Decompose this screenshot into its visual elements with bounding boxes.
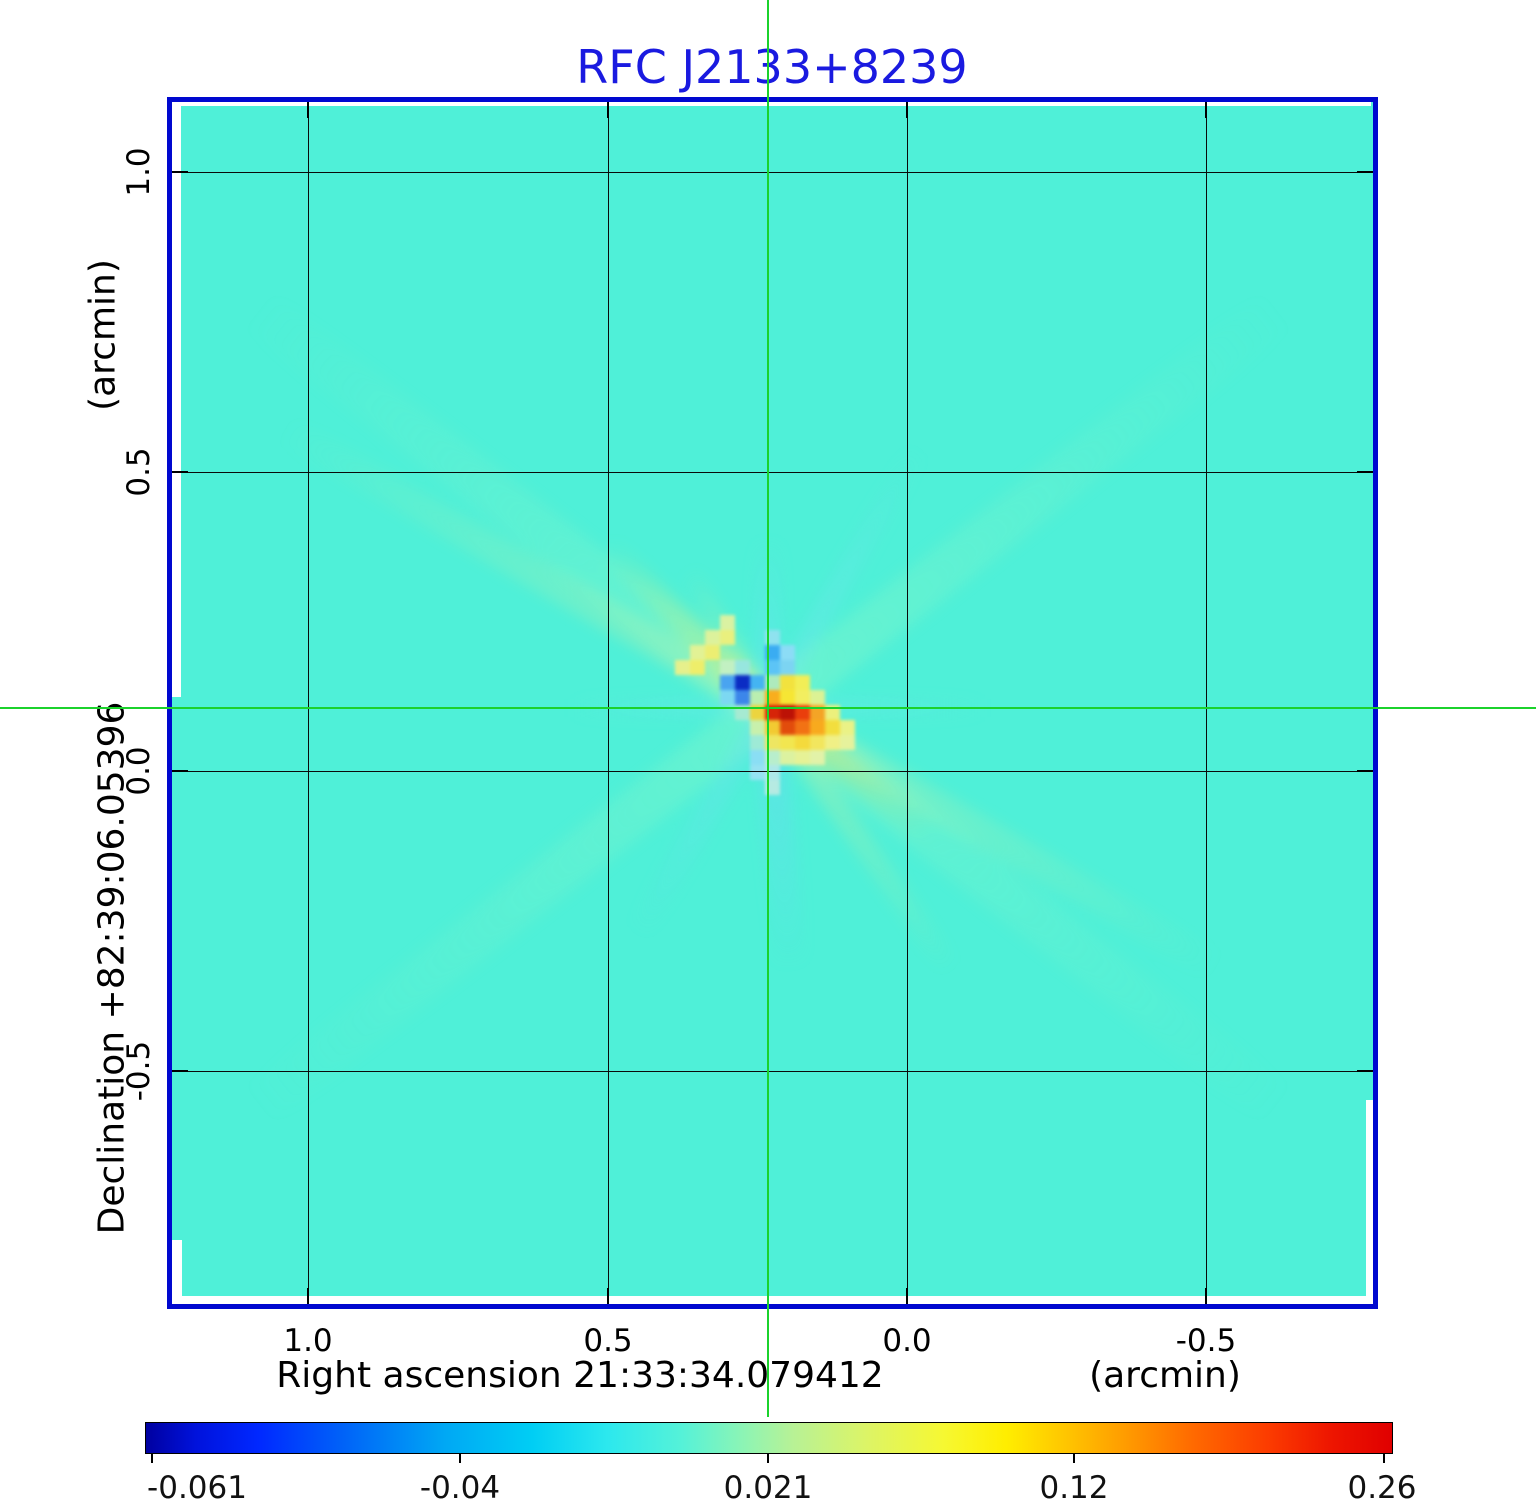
x-axis-title: Right ascension 21:33:34.079412 <box>276 1355 884 1396</box>
tick-bottom-4 <box>1205 1288 1207 1304</box>
blank-edge-top <box>181 102 1371 106</box>
colorbar <box>145 1422 1393 1454</box>
tick-left-2 <box>172 471 188 473</box>
colorbar-label-2: -0.04 <box>419 1470 501 1506</box>
tick-top-4 <box>1205 102 1207 118</box>
central-source-pixels <box>675 615 855 795</box>
tick-top-1 <box>307 102 309 118</box>
colorbar-label-3: 0.021 <box>723 1470 813 1506</box>
colorbar-label-4: 0.12 <box>1039 1470 1109 1506</box>
x-axis-unit-label: (arcmin) <box>1089 1355 1241 1396</box>
tick-bottom-1 <box>307 1288 309 1304</box>
gridline-x-1.0 <box>308 102 309 1304</box>
y-tick-label-0.0: 0.0 <box>121 746 157 796</box>
colorbar-label-5: 0.26 <box>1347 1470 1417 1506</box>
colorbar-label-1: -0.061 <box>147 1470 247 1506</box>
gridline-x--0.5 <box>1206 102 1207 1304</box>
y-tick-label-1.0: 1.0 <box>121 147 157 197</box>
sky-map-image <box>172 102 1373 1304</box>
plot-frame <box>167 97 1378 1309</box>
crosshair-horizontal <box>0 707 1536 709</box>
gridline-x-0.0 <box>907 102 908 1304</box>
y-tick-label-0.5: 0.5 <box>121 447 157 497</box>
tick-right-4 <box>1357 1070 1373 1072</box>
colorbar-tick-2 <box>459 1454 461 1463</box>
x-tick-label-0.0: 0.0 <box>882 1323 932 1359</box>
tick-right-1 <box>1357 171 1373 173</box>
x-tick-label-1.0: 1.0 <box>283 1323 333 1359</box>
gridline-x-0.5 <box>608 102 609 1304</box>
tick-left-4 <box>172 1070 188 1072</box>
blank-edge-left-upper <box>172 102 181 697</box>
y-axis-unit-label: (arcmin) <box>82 259 124 411</box>
tick-top-3 <box>906 102 908 118</box>
gridline-y-1.0 <box>172 172 1373 173</box>
blank-edge-bottom <box>182 1296 1367 1304</box>
colorbar-tick-1 <box>151 1454 153 1463</box>
tick-left-1 <box>172 171 188 173</box>
x-tick-label-0.5: 0.5 <box>583 1323 633 1359</box>
colorbar-tick-3 <box>767 1454 769 1463</box>
colorbar-tick-5 <box>1383 1454 1385 1463</box>
tick-bottom-2 <box>607 1288 609 1304</box>
tick-right-2 <box>1357 471 1373 473</box>
colorbar-tick-4 <box>1073 1454 1075 1463</box>
gridline-y-0.0 <box>172 771 1373 772</box>
y-tick-label--0.5: -0.5 <box>121 1040 157 1102</box>
plot-title: RFC J2133+8239 <box>576 40 968 94</box>
gridline-y-0.5 <box>172 472 1373 473</box>
tick-left-3 <box>172 770 188 772</box>
tick-top-2 <box>607 102 609 118</box>
tick-bottom-3 <box>906 1288 908 1304</box>
tick-right-3 <box>1357 770 1373 772</box>
gridline-y--0.5 <box>172 1071 1373 1072</box>
x-tick-label--0.5: -0.5 <box>1175 1323 1237 1359</box>
blank-edge-left-lower <box>172 1240 182 1304</box>
blank-edge-right <box>1366 1100 1373 1304</box>
